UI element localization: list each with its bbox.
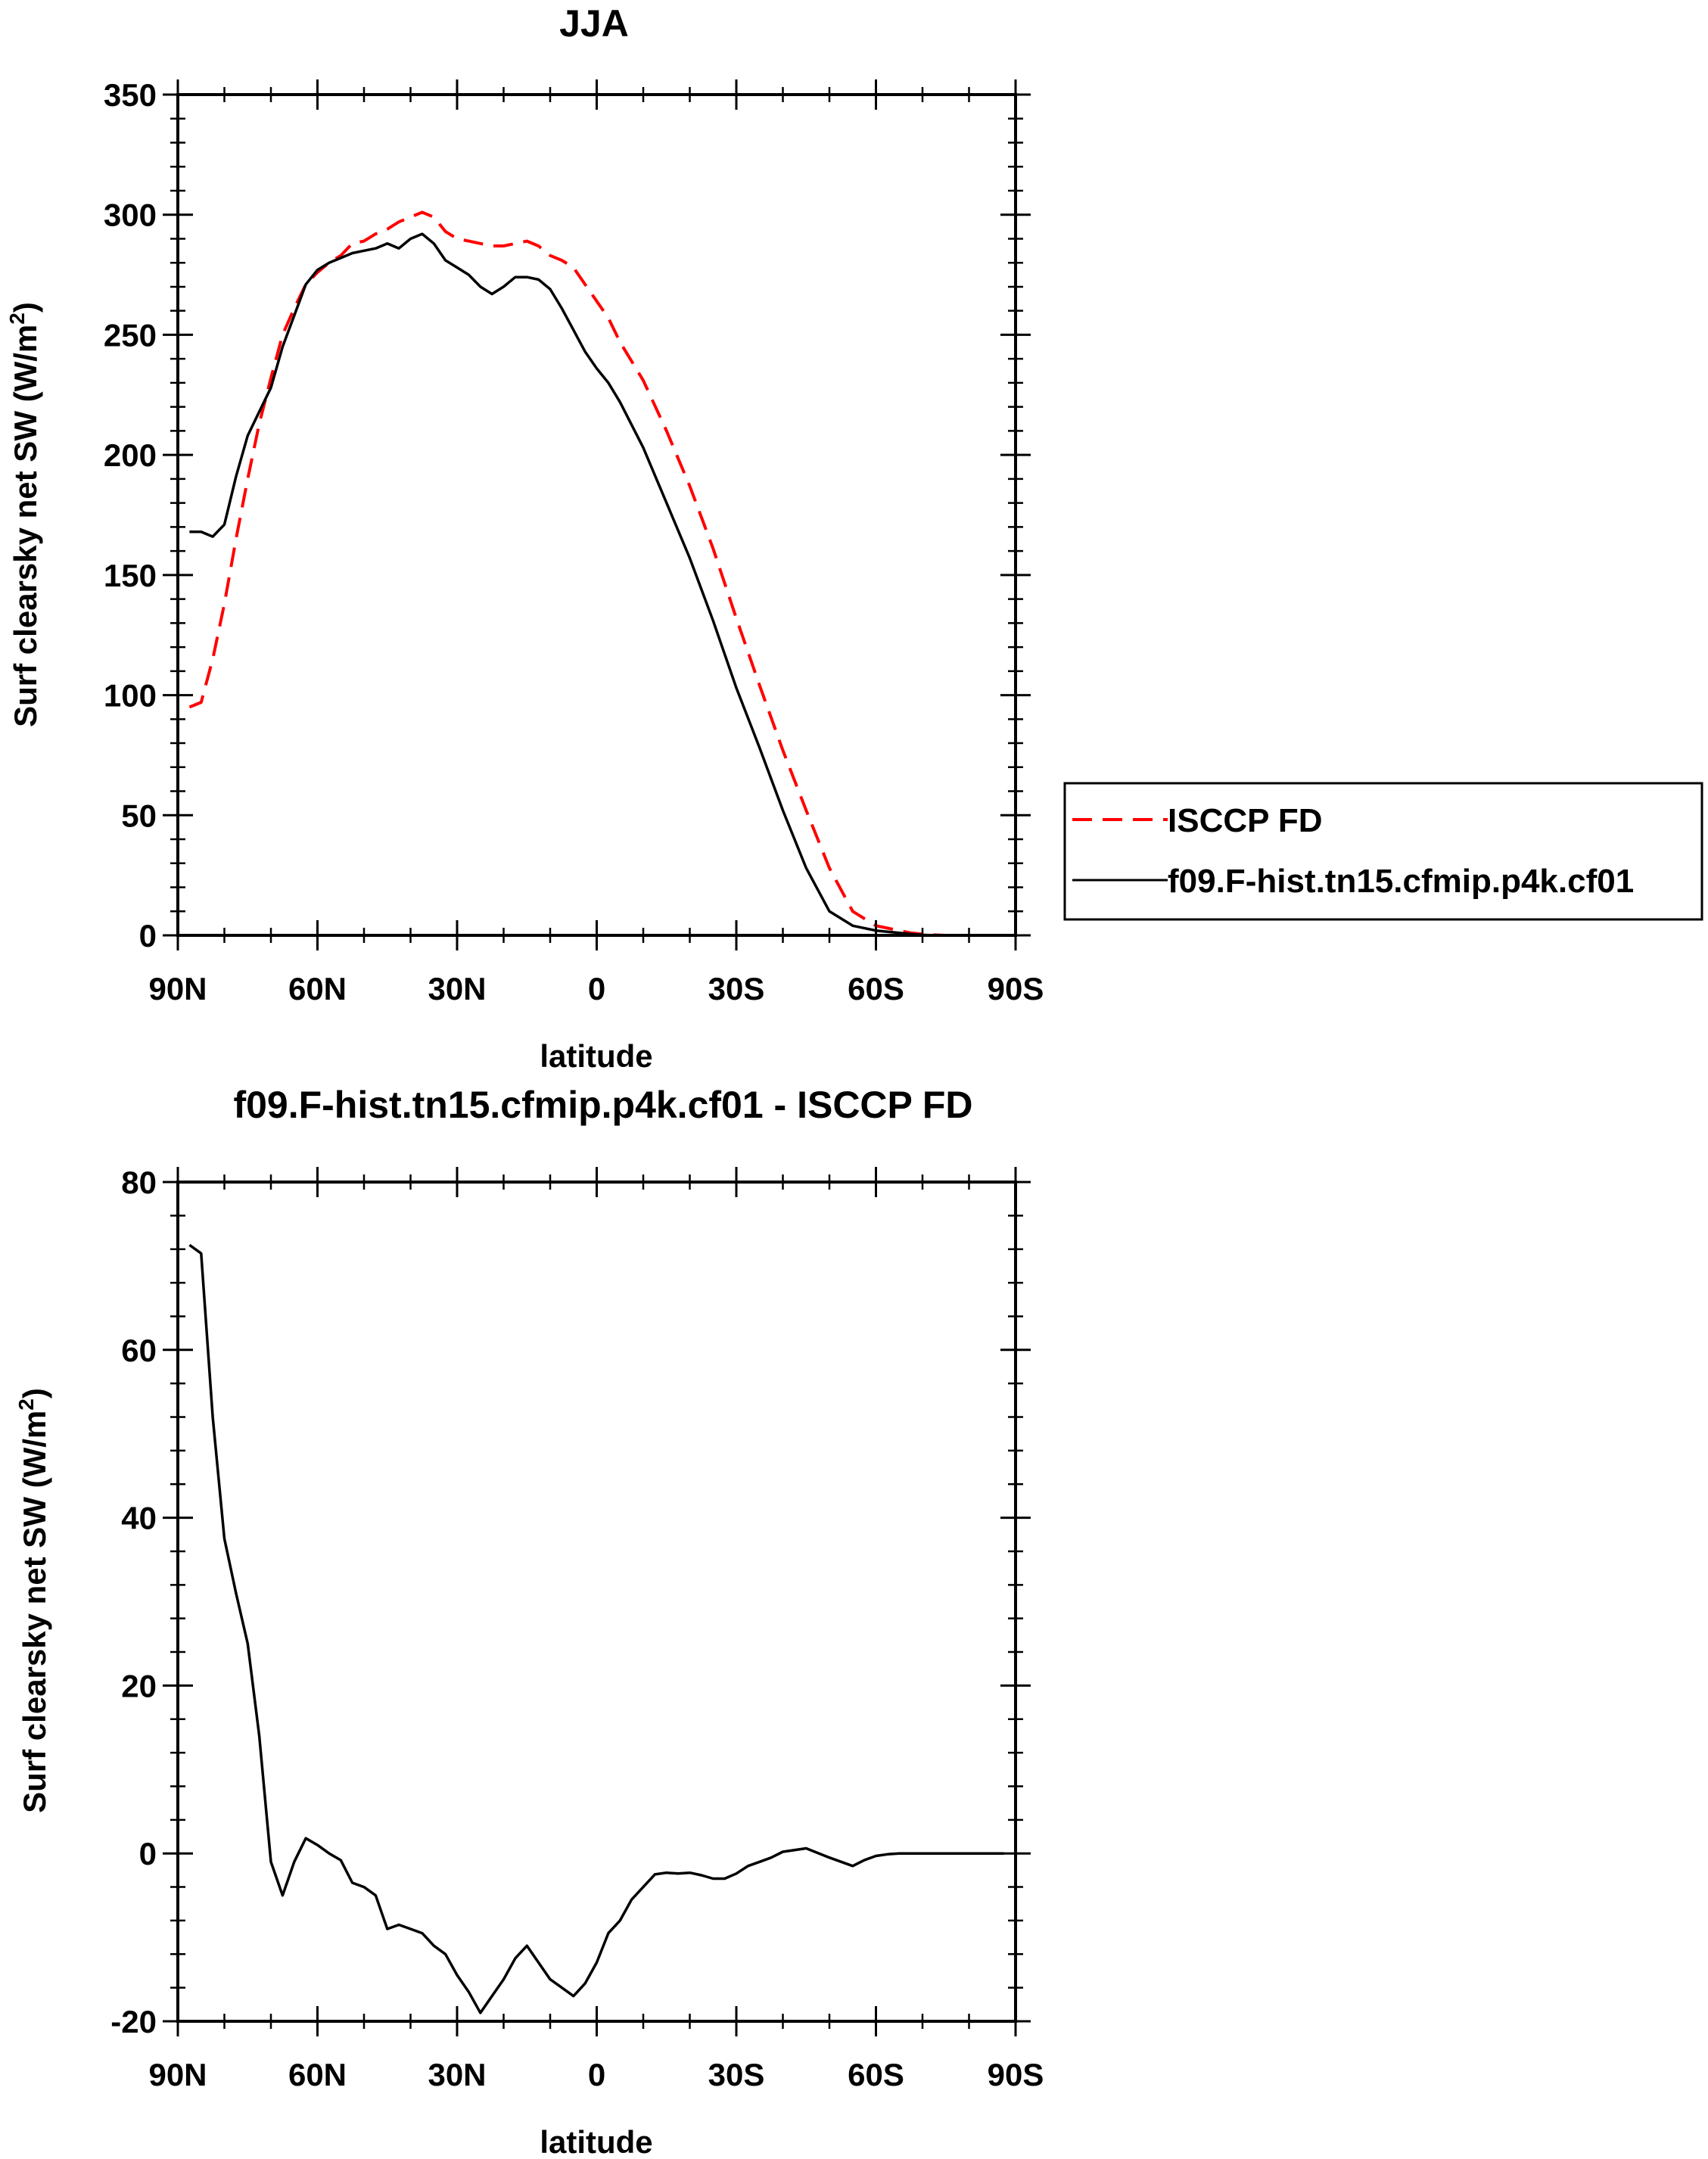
bottom-plot-lines <box>188 1243 1004 2014</box>
top-x-tick-labels: 90N 60N 30N 0 30S 60S 90S <box>148 971 1044 1006</box>
top-y-tick-label: 150 <box>104 558 157 593</box>
bottom-y-tick-label: 60 <box>121 1333 157 1368</box>
bottom-x-tick-label: 90N <box>148 2057 207 2092</box>
top-x-tick-label: 0 <box>588 971 605 1006</box>
bottom-y-tick-label: 20 <box>121 1668 157 1703</box>
bottom-ticks <box>163 1167 1031 2036</box>
top-x-tick-label: 30N <box>428 971 486 1006</box>
legend-model-label: f09.F-hist.tn15.cfmip.p4k.cf01 <box>1168 863 1634 900</box>
bottom-y-tick-labels: -20 0 20 40 60 80 <box>110 1165 157 2039</box>
top-y-tick-label: 250 <box>104 317 157 353</box>
bottom-panel: f09.F-hist.tn15.cfmip.p4k.cf01 - ISCCP F… <box>14 1084 1044 2159</box>
top-series-line-model <box>189 232 1004 937</box>
top-x-tick-label: 90S <box>988 971 1044 1006</box>
top-y-tick-label: 300 <box>104 198 157 233</box>
bottom-plot-frame <box>176 1181 1017 2023</box>
bottom-x-tick-label: 0 <box>588 2057 605 2092</box>
top-y-axis-label: Surf clearsky net SW (W/m2) <box>5 302 43 727</box>
bottom-y-tick-label: 0 <box>139 1836 157 1871</box>
top-y-tick-label: 0 <box>139 918 157 954</box>
top-y-tick-label: 350 <box>104 77 157 113</box>
top-x-tick-label: 90N <box>148 971 207 1006</box>
top-x-tick-label: 60N <box>288 971 347 1006</box>
top-chart-title: JJA <box>559 2 629 45</box>
bottom-y-tick-label: 40 <box>121 1501 157 1536</box>
top-y-tick-labels: 0 50 100 150 200 250 300 350 <box>104 77 157 954</box>
legend: ISCCP FD f09.F-hist.tn15.cfmip.p4k.cf01 <box>1063 782 1703 921</box>
top-series-line-obs <box>188 210 1004 937</box>
legend-obs-label: ISCCP FD <box>1168 802 1323 839</box>
top-x-tick-label: 60S <box>848 971 904 1006</box>
top-x-tick-label: 30S <box>708 971 765 1006</box>
top-ticks <box>163 79 1031 950</box>
top-y-tick-label: 100 <box>104 678 157 714</box>
bottom-x-axis-label: latitude <box>540 2124 652 2159</box>
bottom-series-line-difference <box>188 1243 1004 2014</box>
bottom-y-axis-label: Surf clearsky net SW (W/m2) <box>14 1388 52 1813</box>
top-plot-frame <box>176 93 1017 937</box>
bottom-x-tick-label: 30N <box>428 2057 486 2092</box>
bottom-y-tick-label: 80 <box>121 1165 157 1200</box>
top-x-axis-label: latitude <box>540 1038 652 1074</box>
top-panel: JJA 0 50 100 150 200 250 300 350 90N 60N 30N 0 30S 6… <box>5 2 1044 1074</box>
bottom-x-tick-label: 30S <box>708 2057 765 2092</box>
top-y-tick-label: 50 <box>121 798 157 833</box>
bottom-y-tick-label: -20 <box>110 2004 157 2039</box>
bottom-x-tick-labels: 90N 60N 30N 0 30S 60S 90S <box>148 2057 1044 2092</box>
legend-box <box>1063 782 1703 921</box>
top-y-tick-label: 200 <box>104 437 157 473</box>
top-plot-lines <box>188 210 1004 937</box>
bottom-x-tick-label: 90S <box>988 2057 1044 2092</box>
bottom-chart-title: f09.F-hist.tn15.cfmip.p4k.cf01 - ISCCP F… <box>233 1084 972 1126</box>
bottom-x-tick-label: 60N <box>288 2057 347 2092</box>
bottom-x-tick-label: 60S <box>848 2057 904 2092</box>
